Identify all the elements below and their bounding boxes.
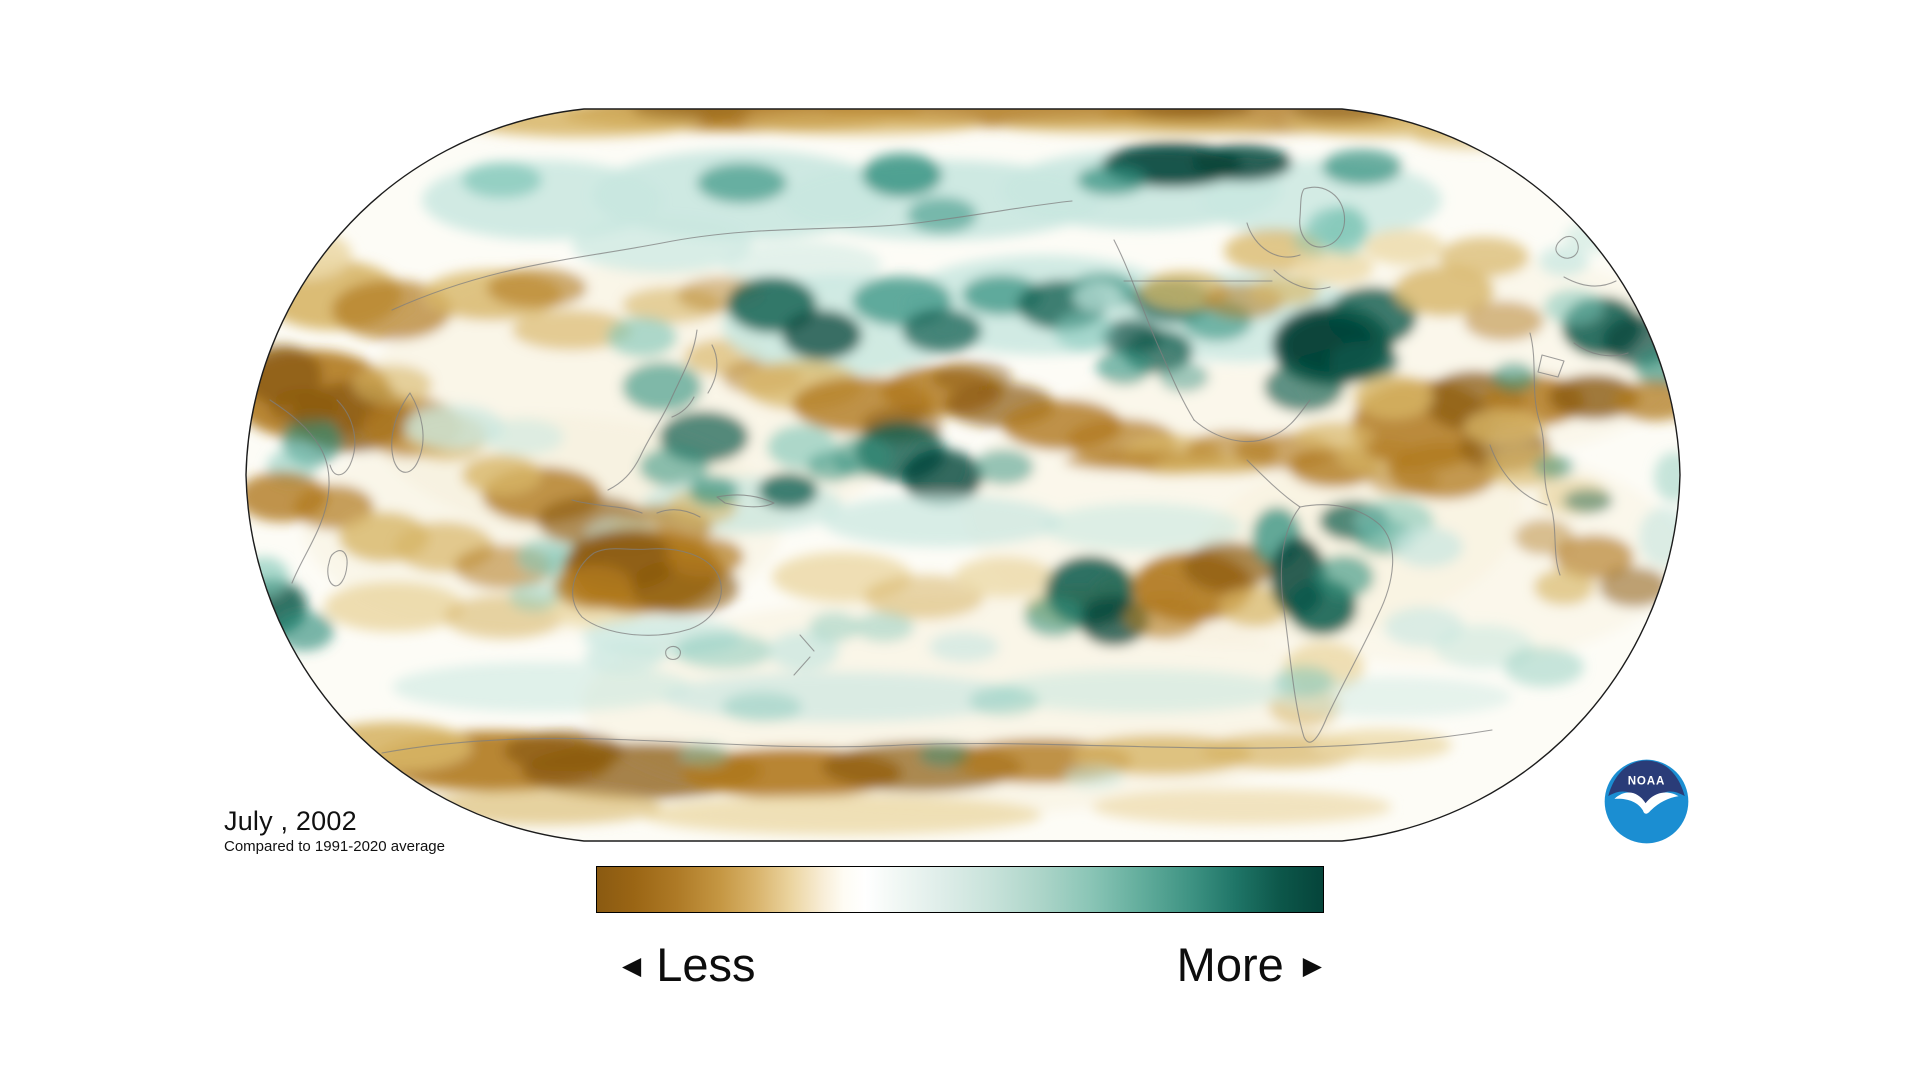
- coastline-britain: [1555, 235, 1579, 259]
- world-map: [245, 108, 1681, 842]
- coastline-arctic-eurasia: [391, 200, 1073, 311]
- coastline-tasmania: [665, 645, 681, 661]
- coastline-greenland: [1299, 186, 1346, 248]
- coastline-madagascar: [327, 550, 348, 587]
- coastline-australia: [572, 548, 722, 636]
- coastline-east-africa: [269, 399, 330, 584]
- noaa-logo-text: NOAA: [1628, 776, 1666, 788]
- date-label: July , 2002: [224, 806, 357, 836]
- less-arrow-icon: ◀: [622, 951, 642, 980]
- coastline-arabia: [329, 399, 356, 476]
- coastline-europe: [1537, 276, 1629, 378]
- more-label: More: [1176, 937, 1284, 991]
- coastline-south-america: [1280, 504, 1394, 743]
- coastline-japan: [671, 344, 718, 418]
- noaa-logo: NOAA: [1604, 759, 1689, 844]
- coastline-east-asia: [607, 329, 698, 491]
- noaa-logo-sky: [1608, 760, 1685, 811]
- map-outline: [245, 108, 1681, 842]
- coastline-indonesia: [571, 499, 701, 518]
- more-arrow-icon: ▶: [1302, 951, 1322, 980]
- coastline-new-zealand: [793, 634, 815, 676]
- date-block: July , 2002 Compared to 1991-2020 averag…: [224, 806, 445, 855]
- coastline-india: [391, 392, 424, 473]
- coastlines: [269, 186, 1629, 754]
- legend-less-group: ◀ Less: [622, 937, 756, 992]
- coastline-central-america: [1246, 459, 1301, 508]
- coastline-africa-west: [1489, 332, 1561, 576]
- less-label: Less: [656, 937, 756, 991]
- precip-anomaly-blobs: [246, 109, 1680, 835]
- seagull-icon: [1614, 792, 1679, 814]
- coastline-hudson-bay: [1246, 222, 1331, 290]
- coastline-gulf-atlantic: [1193, 399, 1311, 443]
- baseline-label: Compared to 1991-2020 average: [224, 838, 445, 856]
- legend-more-group: More ▶: [1177, 937, 1322, 992]
- colorbar: [596, 866, 1324, 913]
- coastline-north-america-west: [1113, 239, 1195, 421]
- colorbar-labels: ◀ Less More ▶: [596, 934, 1324, 994]
- coastline-new-guinea: [716, 494, 775, 508]
- coastline-antarctica: [381, 729, 1493, 754]
